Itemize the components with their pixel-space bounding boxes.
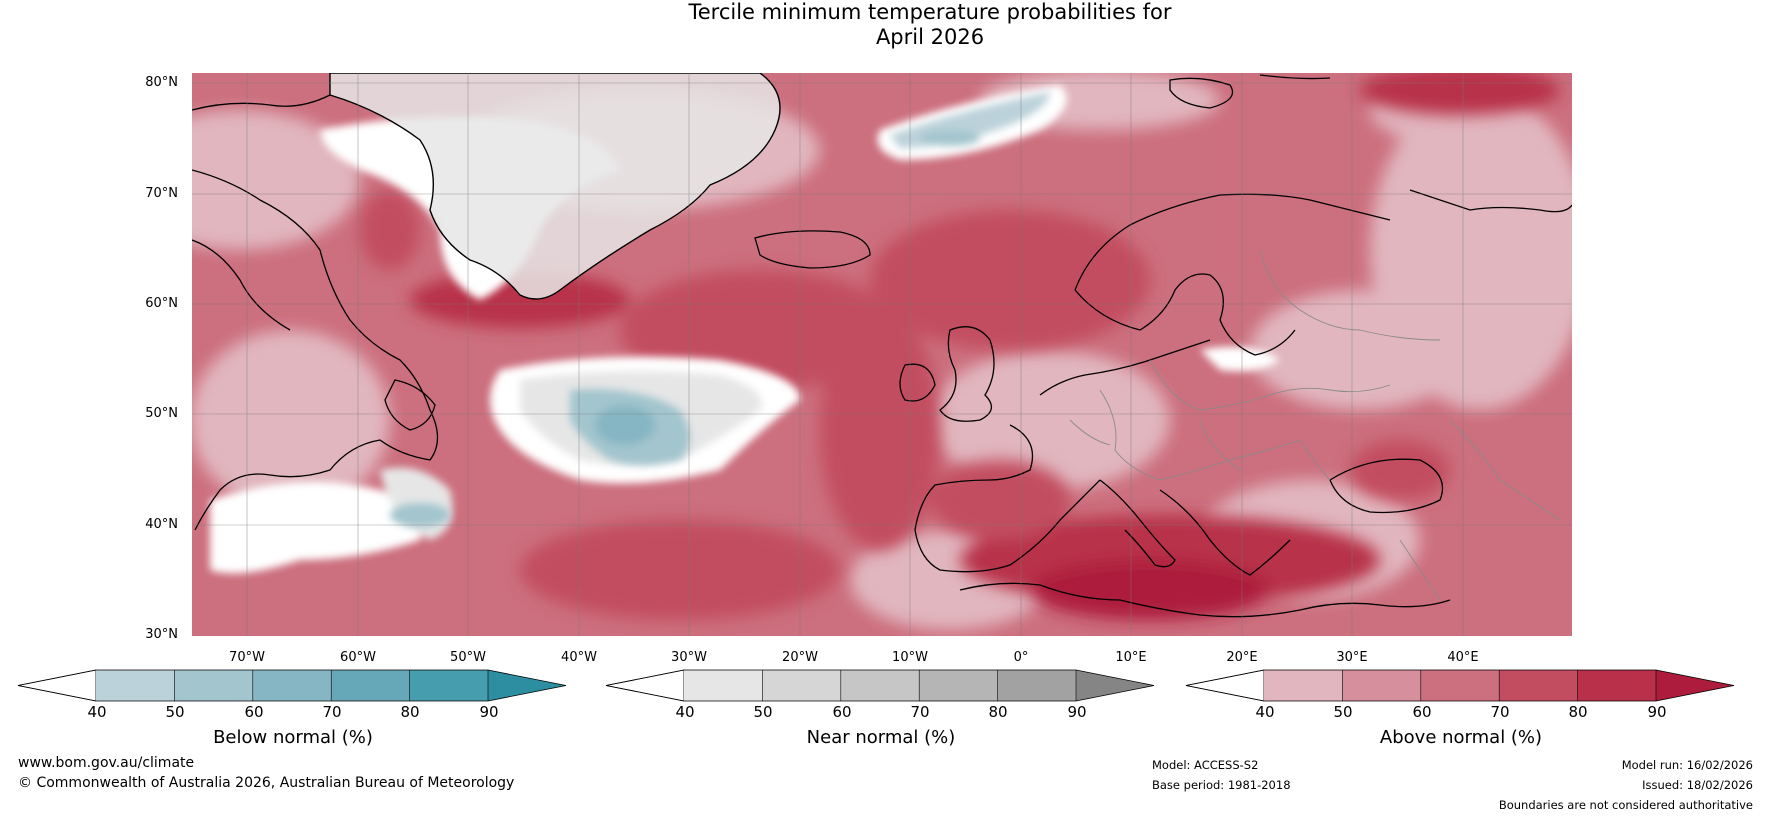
cbar-near-tick-90: 90 (1067, 703, 1087, 721)
cbar-below-segment (174, 670, 253, 701)
cbar-near-segment (997, 670, 1076, 701)
cbar-above-segment (1499, 670, 1578, 701)
colorbar-legends (17, 669, 1735, 702)
cbar-below-segment (409, 670, 488, 701)
cbar-below-tick-50: 50 (165, 703, 185, 721)
cbar-near-tick-70: 70 (910, 703, 930, 721)
cbar-near-title: Near normal (%) (806, 727, 956, 748)
greenland (329, 73, 781, 300)
country-borders (1069, 249, 1561, 601)
cbar-above-tick-70: 70 (1490, 703, 1510, 721)
cbar-above-tick-90: 90 (1647, 703, 1667, 721)
cbar-near-tick-50: 50 (753, 703, 773, 721)
cbar-above-segment (1577, 670, 1656, 701)
coastlines (192, 74, 1572, 618)
cbar-near-segment (684, 670, 763, 701)
cbar-below-tick-60: 60 (244, 703, 264, 721)
cbar-below-segment (331, 670, 410, 701)
cbar-near-tick-40: 40 (675, 703, 695, 721)
cbar-above-segment (1342, 670, 1421, 701)
cbar-near-tick-60: 60 (832, 703, 852, 721)
title-line-2: April 2026 (875, 25, 985, 49)
cbar-below-outline (17, 669, 567, 702)
cbar-below-tick-70: 70 (322, 703, 342, 721)
cbar-near-segment (919, 670, 998, 701)
lon-label-30w: 30°W (671, 650, 707, 665)
lon-label-0: 0° (1013, 650, 1029, 665)
cbar-above-title: Above normal (%) (1379, 727, 1543, 748)
cbar-above-outline (1185, 669, 1735, 702)
cbar-below-extend-high (488, 670, 566, 701)
cbar-near-outline (605, 669, 1155, 702)
lat-label-80n: 80°N (145, 75, 178, 90)
lat-label-40n: 40°N (145, 517, 178, 532)
lon-label-30e: 30°E (1336, 650, 1368, 665)
cbar-near-segment (762, 670, 841, 701)
cbar-near-segment (840, 670, 920, 701)
cbar-below-tick-40: 40 (87, 703, 107, 721)
lon-label-40e: 40°E (1447, 650, 1479, 665)
footer-base-period: Base period: 1981-2018 (1152, 778, 1291, 792)
footer-issued: Issued: 18/02/2026 (1642, 778, 1753, 792)
lon-label-50w: 50°W (450, 650, 486, 665)
cbar-near-tick-80: 80 (988, 703, 1008, 721)
map-title: Tercile minimum temperature probabilitie… (0, 0, 1770, 50)
cbar-below-segment (96, 670, 175, 701)
cbar-below-segment (252, 670, 332, 701)
cbar-above-tick-80: 80 (1568, 703, 1588, 721)
lon-label-10w: 10°W (892, 650, 928, 665)
lon-label-40w: 40°W (561, 650, 597, 665)
lat-label-70n: 70°N (145, 186, 178, 201)
title-line-1: Tercile minimum temperature probabilitie… (688, 0, 1172, 24)
cbar-below-tick-90: 90 (479, 703, 499, 721)
graticule (192, 73, 1572, 636)
footer-model: Model: ACCESS-S2 (1152, 758, 1259, 772)
cbar-near-extend-low (605, 669, 685, 702)
lon-label-20w: 20°W (782, 650, 818, 665)
cbar-above-extend-low (1185, 669, 1265, 702)
footer-website: www.bom.gov.au/climate (18, 755, 195, 771)
lat-label-30n: 30°N (145, 627, 178, 642)
cbar-below-tick-80: 80 (400, 703, 420, 721)
lat-label-50n: 50°N (145, 406, 178, 421)
footer-disclaimer: Boundaries are not considered authoritat… (1498, 798, 1753, 812)
cbar-near-extend-high (1076, 670, 1154, 701)
lon-label-20e: 20°E (1226, 650, 1258, 665)
cbar-above-segment (1420, 670, 1500, 701)
cbar-above-tick-60: 60 (1412, 703, 1432, 721)
cbar-below-title: Below normal (%) (213, 727, 373, 748)
probability-field (192, 73, 1572, 636)
lon-label-10e: 10°E (1115, 650, 1147, 665)
lon-label-70w: 70°W (229, 650, 265, 665)
footer-model-run: Model run: 16/02/2026 (1621, 758, 1753, 772)
lat-label-60n: 60°N (145, 296, 178, 311)
cbar-below-extend-low (17, 669, 97, 702)
cbar-above-tick-50: 50 (1333, 703, 1353, 721)
cbar-above-extend-high (1656, 670, 1734, 701)
cbar-above-segment (1264, 670, 1343, 701)
footer-copyright: © Commonwealth of Australia 2026, Austra… (18, 775, 515, 791)
cbar-above-tick-40: 40 (1255, 703, 1275, 721)
lon-label-60w: 60°W (340, 650, 376, 665)
